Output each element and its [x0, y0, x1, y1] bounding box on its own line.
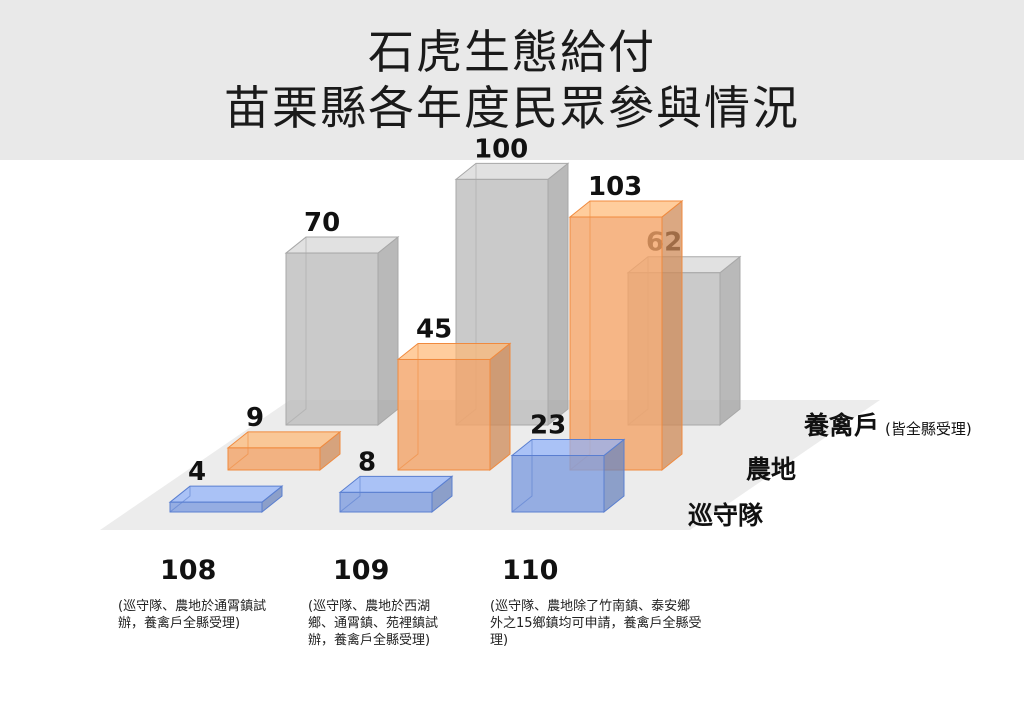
legend-label-養禽戶: 養禽戶 (皆全縣受理) [804, 411, 972, 440]
category-label-108: 108 [160, 555, 217, 586]
category-note-108: (巡守隊、農地於通霄鎮試辦，養禽戶全縣受理) [118, 599, 267, 631]
category-note-110: (巡守隊、農地除了竹南鎮、泰安鄉外之15鄉鎮均可申請，養禽戶全縣受理) [490, 599, 702, 648]
value-label-巡守隊-110: 23 [530, 411, 566, 441]
category-label-110: 110 [502, 555, 559, 586]
chart-title-line-1: 石虎生態給付 [368, 25, 656, 79]
value-label-養禽戶-108: 70 [304, 208, 340, 238]
category-label-109: 109 [333, 555, 390, 586]
bar-巡守隊-110 [510, 438, 626, 514]
bar-農地-108 [226, 430, 342, 472]
value-label-養禽戶-109: 100 [474, 134, 528, 164]
value-label-巡守隊-108: 4 [188, 457, 206, 487]
value-label-巡守隊-109: 8 [358, 447, 376, 477]
legend-label-農地: 農地 [746, 455, 796, 484]
bar-農地-109 [396, 342, 512, 472]
value-label-農地-108: 9 [246, 403, 264, 433]
value-label-農地-109: 45 [416, 314, 452, 344]
title-banner: 石虎生態給付 苗栗縣各年度民眾參與情況 [0, 0, 1024, 160]
legend-note: (皆全縣受理) [885, 420, 972, 438]
bar-巡守隊-109 [338, 475, 454, 514]
category-note-109: (巡守隊、農地於西湖鄉、通霄鎮、苑裡鎮試辦，養禽戶全縣受理) [308, 599, 439, 648]
chart-title-line-2: 苗栗縣各年度民眾參與情況 [224, 81, 800, 135]
bar-巡守隊-108 [168, 485, 284, 514]
bar-農地-110 [568, 199, 684, 472]
value-label-農地-110: 103 [588, 172, 642, 202]
legend-label-巡守隊: 巡守隊 [688, 501, 763, 530]
bar-養禽戶-108 [284, 236, 400, 427]
